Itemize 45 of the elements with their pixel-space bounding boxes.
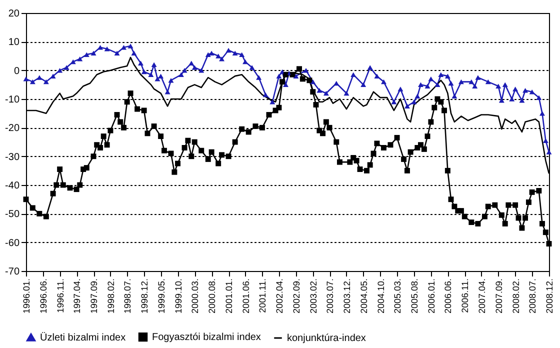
x-tick-label: 2001.06. — [240, 278, 251, 314]
y-tick-label: -50 — [5, 209, 20, 220]
x-tick-label: 1999.10. — [173, 278, 184, 314]
y-tick-label: -10 — [5, 94, 20, 106]
y-tick-label: -60 — [5, 238, 20, 249]
x-tick-label: 2005.08. — [409, 278, 420, 314]
x-tick-label: 1997.04. — [72, 278, 82, 314]
x-tick-label: 1996.01. — [22, 278, 32, 314]
x-tick-label: 1996.06. — [38, 278, 48, 314]
x-tick-label: 2006.01. — [426, 278, 436, 314]
x-tick-label: 1998.12. — [140, 278, 150, 314]
legend-label: konjunktúra-index — [287, 333, 366, 344]
x-tick-label: 2002.04. — [274, 278, 284, 314]
x-tick-label: 1998.02. — [106, 278, 116, 314]
x-tick-label: 2008.07. — [528, 278, 538, 314]
x-tick-label: 2001.11. — [258, 278, 268, 313]
x-tick-label: 2004.05. — [358, 278, 369, 314]
y-tick-label: 0 — [14, 66, 20, 77]
x-tick-label: 2000.03. — [190, 278, 200, 314]
x-tick-label: 2004.10. — [376, 278, 386, 314]
x-tick-label: 2002.09. — [291, 278, 302, 314]
y-tick-label: -70 — [5, 266, 20, 278]
x-tick-label: 2007.04. — [476, 278, 487, 314]
legend-label: Fogyasztói bizalmi index — [152, 332, 261, 344]
x-tick-label: 2008.12. — [544, 278, 554, 314]
x-tick-label: 2008.02. — [510, 278, 521, 314]
legend-label: Üzleti bizalmi index — [40, 331, 126, 344]
x-tick-label: 2003.12. — [342, 278, 352, 314]
x-tick-label: 2003.02. — [308, 278, 318, 314]
x-tick-label: 1997.09. — [89, 278, 100, 314]
x-tick-label: 2006.06. — [443, 278, 454, 314]
x-tick-label: 1996.11. — [55, 278, 66, 313]
x-tick-label: 2001.01. — [224, 278, 234, 314]
x-tick-label: 2006.11. — [460, 278, 470, 313]
y-tick-label: 10 — [8, 37, 20, 48]
x-tick-label: 2000.08. — [207, 278, 218, 314]
y-tick-label: -40 — [5, 180, 20, 192]
x-tick-label: 1999.05. — [156, 278, 166, 314]
x-tick-label: 2007.09. — [494, 278, 504, 314]
x-tick-label: 2003.07. — [325, 278, 336, 314]
x-tick-label: 2005.03. — [392, 278, 403, 314]
y-tick-label: -20 — [5, 123, 20, 134]
y-tick-label: 20 — [8, 8, 20, 20]
x-tick-label: 1998.07. — [122, 278, 133, 314]
y-tick-label: -30 — [5, 152, 20, 163]
